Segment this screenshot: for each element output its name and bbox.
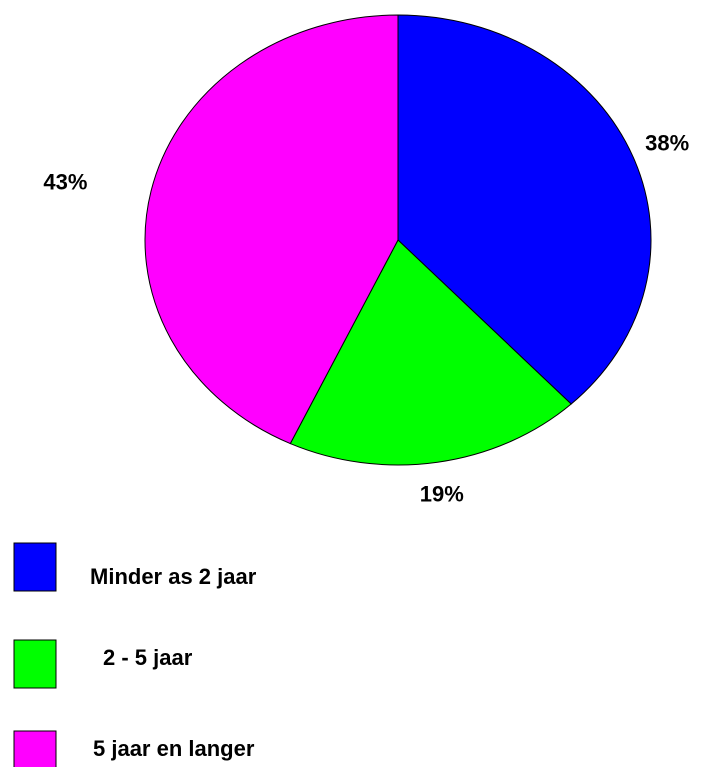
data-label: 43%	[43, 169, 87, 194]
legend-label: 2 - 5 jaar	[103, 645, 193, 670]
pie-slice	[289, 239, 572, 466]
legend-label: 5 jaar en langer	[93, 736, 255, 761]
pie-slice	[144, 14, 399, 445]
pie-slice	[397, 14, 652, 405]
legend-swatch	[13, 639, 57, 689]
data-label: 19%	[420, 481, 464, 506]
legend-label: Minder as 2 jaar	[90, 564, 257, 589]
legend-swatch	[13, 730, 57, 767]
data-label: 38%	[645, 131, 689, 156]
legend-swatch	[13, 542, 57, 592]
